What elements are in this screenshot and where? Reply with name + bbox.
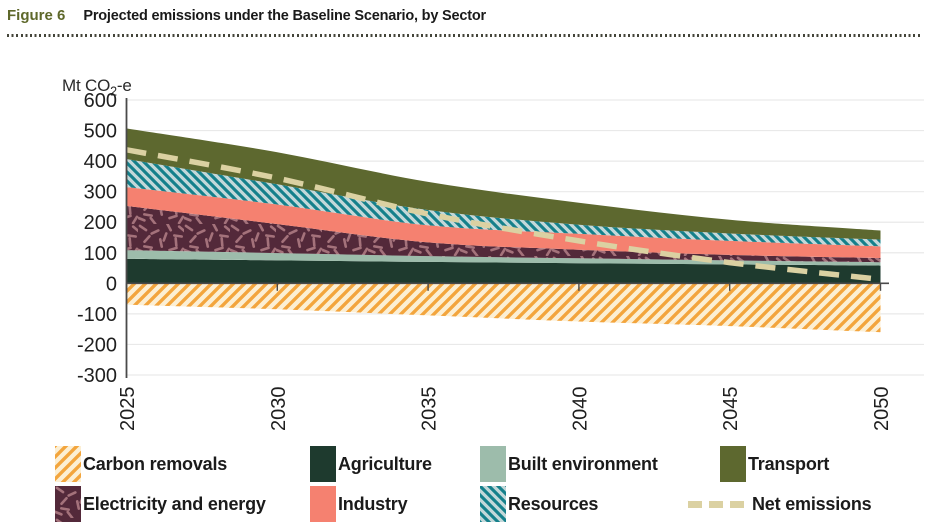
x-tick-label: 2030	[268, 387, 290, 432]
x-tick-label: 2025	[117, 387, 139, 432]
area-agriculture	[126, 258, 881, 284]
y-tick-label: 600	[84, 90, 117, 112]
legend-label: Resources	[508, 493, 599, 514]
y-tick-label: 500	[84, 121, 117, 143]
legend-swatch-agriculture	[310, 446, 336, 482]
legend-item-transport: Transport	[720, 446, 829, 482]
x-tick-label: 2050	[871, 387, 893, 432]
y-tick-label: 100	[84, 243, 117, 265]
y-axis-unit-suffix: -e	[116, 76, 132, 95]
legend-item-carbon-removals: Carbon removals	[55, 446, 227, 482]
y-tick-label: -200	[77, 334, 117, 356]
area-transport	[126, 128, 881, 240]
legend-item-net-emissions: Net emissions	[688, 486, 872, 522]
y-tick-label: -300	[77, 365, 117, 387]
y-tick-label: 400	[84, 151, 117, 173]
legend-item-resources: Resources	[480, 486, 598, 522]
y-tick-label: -100	[77, 304, 117, 326]
legend-swatch-net-emissions	[688, 500, 746, 508]
legend-item-electricity-and-energy: Electricity and energy	[55, 486, 266, 522]
legend-swatch-carbon-removals	[55, 446, 81, 482]
y-axis-unit-subscript: 2	[110, 84, 117, 99]
legend-label: Electricity and energy	[83, 493, 266, 514]
legend-label: Transport	[748, 453, 830, 474]
chart-legend: Carbon removals Agriculture Built environm…	[0, 444, 929, 522]
legend-item-agriculture: Agriculture	[310, 446, 432, 482]
x-tick-label: 2045	[720, 387, 742, 432]
x-tick-label: 2040	[569, 387, 591, 432]
dotted-divider	[7, 34, 922, 37]
legend-label: Agriculture	[338, 453, 432, 474]
y-tick-label: 0	[106, 273, 117, 295]
legend-label: Carbon removals	[83, 453, 228, 474]
legend-label: Industry	[338, 493, 408, 514]
x-tick-label: 2035	[419, 387, 441, 432]
net-emissions-line	[125, 147, 881, 283]
figure-title: Projected emissions under the Baseline S…	[83, 8, 486, 24]
area-carbon-removals	[126, 283, 881, 333]
area-electricity-and-energy	[126, 206, 881, 263]
area-industry	[126, 187, 881, 258]
legend-swatch-resources	[480, 486, 506, 522]
legend-label: Built environment	[508, 453, 658, 474]
legend-item-built-environment: Built environment	[480, 446, 658, 482]
legend-item-industry: Industry	[310, 486, 408, 522]
y-axis-unit-label: Mt CO2-e	[62, 76, 132, 98]
legend-swatch-industry	[310, 486, 336, 522]
figure-header: Figure 6 Projected emissions under the B…	[7, 7, 486, 24]
y-tick-label: 200	[84, 212, 117, 234]
y-tick-label: 300	[84, 182, 117, 204]
legend-swatch-electricity-and-energy	[55, 486, 81, 522]
legend-label: Net emissions	[752, 493, 872, 514]
legend-swatch-built-environment	[480, 446, 506, 482]
figure-label: Figure 6	[7, 7, 66, 24]
area-built-environment	[126, 250, 881, 266]
y-axis-unit-prefix: Mt CO	[62, 76, 111, 95]
legend-swatch-transport	[720, 446, 746, 482]
